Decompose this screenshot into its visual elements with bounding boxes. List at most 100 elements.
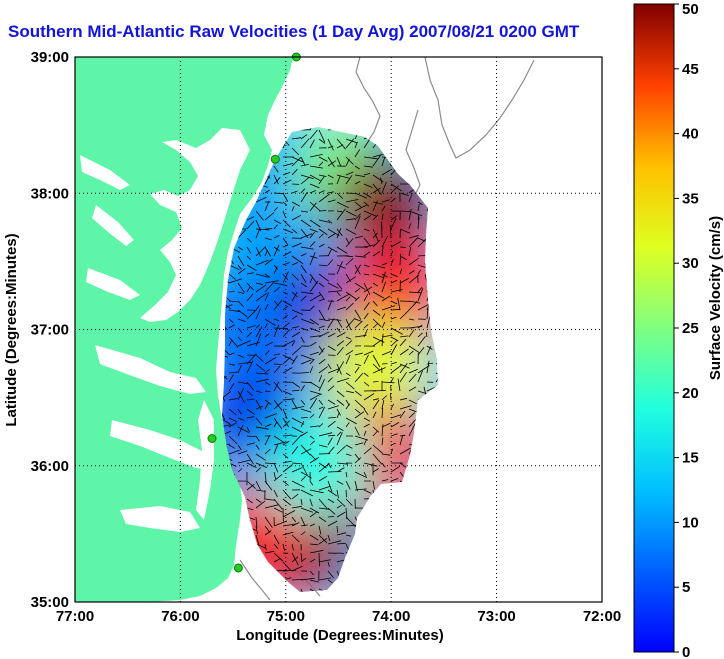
velocity-vector: [318, 358, 326, 365]
velocity-vector: [291, 228, 298, 234]
velocity-vector: [318, 331, 330, 338]
velocity-vector: [273, 264, 279, 270]
velocity-vector: [372, 468, 380, 473]
velocity-vector: [309, 280, 319, 293]
velocity-vector: [282, 163, 294, 167]
velocity-vector: [399, 363, 408, 374]
velocity-vector: [309, 393, 322, 401]
velocity-vector: [300, 399, 306, 405]
velocity-vector: [300, 507, 314, 513]
velocity-vector: [390, 259, 394, 266]
velocity-vector: [237, 336, 242, 341]
velocity-vector: [318, 475, 328, 482]
velocity-vector: [336, 228, 342, 239]
velocity-vector: [363, 192, 372, 198]
velocity-vector: [222, 408, 226, 420]
map-grid: [75, 57, 602, 602]
velocity-vector: [354, 288, 361, 293]
velocity-vector: [282, 408, 288, 419]
velocity-vector: [300, 134, 308, 140]
velocity-vector: [291, 255, 304, 265]
velocity-vector: [381, 351, 392, 356]
velocity-vector: [345, 534, 352, 537]
velocity-vector: [228, 363, 235, 366]
velocity-vector: [336, 138, 347, 150]
velocity-vector: [282, 201, 288, 206]
velocity-vector: [291, 534, 300, 543]
velocity-vector: [300, 164, 309, 167]
velocity-vector: [372, 309, 381, 316]
velocity-vector: [354, 352, 363, 356]
velocity-vector: [408, 257, 419, 266]
velocity-vector: [300, 489, 313, 497]
velocity-vector: [237, 354, 245, 358]
velocity-vector: [425, 331, 428, 338]
velocity-vector: [426, 315, 431, 329]
velocity-vector: [291, 516, 297, 523]
velocity-vector: [282, 434, 293, 437]
velocity-vector: [318, 406, 326, 419]
velocity-vector: [327, 399, 336, 405]
y-tick-labels: 39:00 38:00 37:00 36:00 35:00: [31, 49, 69, 611]
velocity-vector: [237, 309, 248, 318]
velocity-vector: [246, 381, 254, 391]
velocity-vector: [309, 366, 314, 374]
velocity-vector: [345, 444, 353, 449]
velocity-vector: [309, 335, 322, 338]
velocity-vector: [255, 405, 264, 410]
velocity-vector: [282, 142, 286, 149]
velocity-vector: [246, 216, 255, 221]
velocity-vector: [345, 317, 356, 329]
velocity-vector: [318, 175, 325, 185]
velocity-vector: [318, 318, 330, 322]
velocity-vector: [327, 233, 336, 239]
velocity-vector: [282, 262, 290, 266]
velocity-vector: [354, 204, 368, 212]
velocity-vector: [336, 246, 348, 254]
velocity-vector: [273, 353, 280, 356]
velocity-vector: [345, 296, 351, 302]
velocity-vector: [345, 417, 357, 425]
velocity-vector: [318, 507, 331, 510]
velocity-vector: [282, 489, 292, 500]
velocity-vector: [264, 381, 271, 386]
velocity-vector: [363, 286, 373, 293]
velocity-vector: [255, 435, 260, 442]
velocity-vector: [336, 261, 343, 275]
velocity-vector: [381, 181, 387, 194]
velocity-vector: [327, 219, 333, 224]
velocity-vector: [255, 196, 267, 203]
velocity-vector: [327, 434, 336, 437]
velocity-vector: [390, 403, 394, 410]
velocity-vector: [300, 177, 310, 185]
velocity-vector: [336, 306, 347, 311]
velocity-vector: [381, 407, 384, 419]
velocity-vector: [291, 282, 295, 288]
velocity-vector: [273, 401, 283, 410]
velocity-vector: [372, 480, 375, 490]
velocity-vector: [354, 372, 364, 383]
velocity-vector: [264, 281, 275, 293]
colorbar: [633, 3, 675, 653]
velocity-vector: [399, 268, 403, 275]
velocity-vector: [246, 507, 254, 511]
velocity-vector: [309, 549, 324, 554]
velocity-vector: [309, 219, 321, 228]
velocity-vector: [246, 272, 254, 275]
velocity-vector: [318, 138, 326, 144]
velocity-vector: [291, 137, 302, 140]
velocity-vector: [264, 258, 273, 266]
velocity-vector: [318, 291, 325, 300]
velocity-vector: [282, 417, 289, 428]
velocity-vector: [390, 217, 397, 230]
velocity-vector: [345, 291, 358, 300]
velocity-vector: [255, 305, 260, 311]
velocity-vector: [228, 422, 237, 428]
velocity-vector: [354, 320, 363, 329]
velocity-vector: [318, 525, 322, 535]
velocity-vector: [381, 470, 389, 473]
velocity-vector: [282, 398, 295, 401]
velocity-vector: [354, 411, 365, 419]
velocity-vector: [309, 174, 321, 182]
velocity-vector: [309, 570, 314, 576]
